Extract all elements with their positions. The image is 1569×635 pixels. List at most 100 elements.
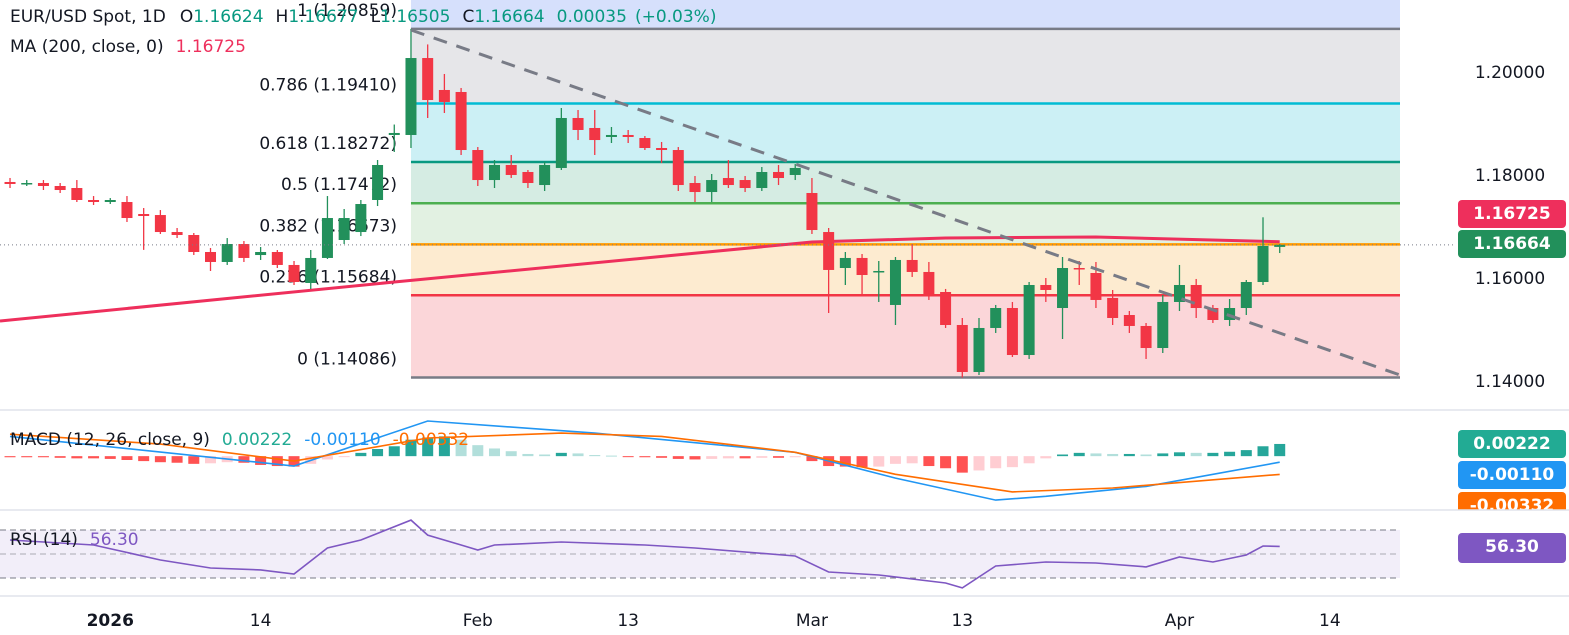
legend-change-percent: (+0.03%) bbox=[635, 7, 717, 27]
candle-body bbox=[1006, 308, 1018, 356]
y-tick-label: 1.16000 bbox=[1475, 269, 1545, 289]
macd-tag-box bbox=[1458, 461, 1566, 489]
candle-body bbox=[1140, 325, 1152, 349]
macd-histogram-bar bbox=[1190, 452, 1202, 457]
candle-body bbox=[572, 117, 584, 130]
candle-body bbox=[773, 171, 785, 179]
candle-body bbox=[622, 134, 634, 137]
macd-histogram-bar bbox=[4, 456, 16, 458]
x-tick-label: 14 bbox=[1319, 611, 1341, 631]
candle-body bbox=[856, 257, 868, 276]
candle-body bbox=[288, 264, 300, 283]
candle-body bbox=[789, 167, 801, 175]
macd-histogram-bar bbox=[405, 439, 417, 457]
macd-histogram-bar bbox=[438, 436, 450, 457]
macd-histogram-bar bbox=[205, 456, 217, 464]
macd-histogram-bar bbox=[455, 439, 467, 457]
macd-histogram-bar bbox=[489, 448, 501, 457]
macd-histogram-bar bbox=[1224, 451, 1236, 457]
macd-histogram-bar bbox=[1157, 453, 1169, 457]
price-panel: 1 (1.20859) 0.786 (1.19410) 0.618 (1.18272… bbox=[0, 0, 1566, 392]
last-price-tag: 1.16664 bbox=[1473, 234, 1551, 254]
candle-body bbox=[739, 180, 751, 189]
macd-histogram-bar bbox=[88, 456, 100, 459]
candle-body bbox=[1274, 244, 1286, 247]
legend-value: 1.16624 bbox=[193, 7, 263, 27]
candle-body bbox=[505, 164, 517, 175]
rsi-name: RSI (14) bbox=[10, 530, 78, 550]
ma-value: 1.16725 bbox=[176, 37, 246, 57]
candle-body bbox=[104, 200, 116, 203]
macd-histogram-bar bbox=[889, 456, 901, 464]
candle-body bbox=[990, 308, 1002, 328]
candle-body bbox=[973, 327, 985, 372]
fib-band bbox=[410, 28, 1400, 104]
macd-histogram-bar bbox=[238, 456, 250, 463]
macd-histogram-bar bbox=[1257, 446, 1269, 457]
y-tick-label: 1.20000 bbox=[1475, 63, 1545, 83]
macd-histogram-bar bbox=[522, 453, 534, 457]
macd-panel: 0.00222 -0.00110 -0.00332 bbox=[4, 420, 1566, 510]
macd-histogram-bar bbox=[121, 456, 133, 460]
candle-body bbox=[539, 164, 551, 186]
macd-histogram-bar bbox=[773, 456, 785, 458]
candle-body bbox=[438, 89, 450, 102]
macd-histogram-bar bbox=[1023, 456, 1035, 464]
macd-tag: -0.00110 bbox=[1470, 465, 1555, 485]
macd-hist-tag-box bbox=[1458, 430, 1566, 458]
rsi-value: 56.30 bbox=[90, 530, 139, 550]
candle-body bbox=[555, 117, 567, 168]
candle-body bbox=[1173, 284, 1185, 302]
macd-histogram-bar bbox=[188, 456, 200, 464]
candle-body bbox=[21, 183, 33, 185]
candle-body bbox=[405, 58, 417, 135]
candle-body bbox=[672, 150, 684, 186]
macd-histogram-bar bbox=[973, 456, 985, 471]
candle-body bbox=[372, 164, 384, 200]
macd-histogram-bar bbox=[856, 456, 868, 468]
candle-body bbox=[605, 134, 617, 137]
trend-line bbox=[410, 28, 1401, 377]
fib-label: 0.5 (1.17472) bbox=[281, 175, 397, 195]
candle-body bbox=[656, 148, 668, 151]
candle-body bbox=[1240, 282, 1252, 309]
legend-key: C bbox=[462, 7, 474, 27]
y-tick-label: 1.14000 bbox=[1475, 372, 1545, 392]
candle-body bbox=[138, 214, 150, 217]
candle-body bbox=[37, 183, 49, 186]
candle-body bbox=[956, 324, 968, 372]
fib-band bbox=[410, 244, 1400, 296]
macd-histogram-bar bbox=[505, 451, 517, 457]
macd-histogram-bar bbox=[656, 456, 668, 458]
legend-change: 0.00035 bbox=[557, 7, 627, 27]
candle-body bbox=[1123, 315, 1135, 326]
macd-histogram-bar bbox=[472, 445, 484, 457]
macd-histogram-bar bbox=[1107, 453, 1119, 457]
macd-histogram-bar bbox=[873, 456, 885, 467]
macd-histogram-bar bbox=[138, 456, 150, 462]
candle-body bbox=[321, 218, 333, 258]
macd-histogram-bar bbox=[672, 456, 684, 459]
macd-histogram-bar bbox=[639, 456, 651, 458]
candle-body bbox=[1057, 268, 1069, 309]
macd-histogram-bar bbox=[555, 452, 567, 457]
fib-band bbox=[410, 103, 1400, 163]
macd-legend: MACD (12, 26, close, 9) 0.00222 -0.00110 -0… bbox=[10, 430, 469, 450]
candle-body bbox=[255, 251, 267, 256]
ma-price-tag: 1.16725 bbox=[1473, 204, 1550, 224]
candle-body bbox=[88, 200, 100, 203]
x-tick-label: 14 bbox=[250, 611, 272, 631]
macd-histogram-bar bbox=[21, 456, 33, 458]
legend-key: L bbox=[371, 7, 381, 27]
macd-histogram-bar bbox=[539, 454, 551, 457]
macd-histogram-bar bbox=[789, 456, 801, 458]
price-legend: EUR/USD Spot, 1D O1.16624 H1.16677 L1.16505… bbox=[10, 7, 716, 27]
candle-body bbox=[689, 183, 701, 193]
macd-histogram-bar bbox=[37, 456, 49, 458]
macd-histogram-bar bbox=[990, 456, 1002, 469]
x-tick-label: Apr bbox=[1165, 611, 1194, 631]
candle-body bbox=[4, 181, 16, 184]
macd-histogram-bar bbox=[1006, 456, 1018, 468]
candle-body bbox=[923, 271, 935, 295]
candle-body bbox=[121, 202, 133, 219]
